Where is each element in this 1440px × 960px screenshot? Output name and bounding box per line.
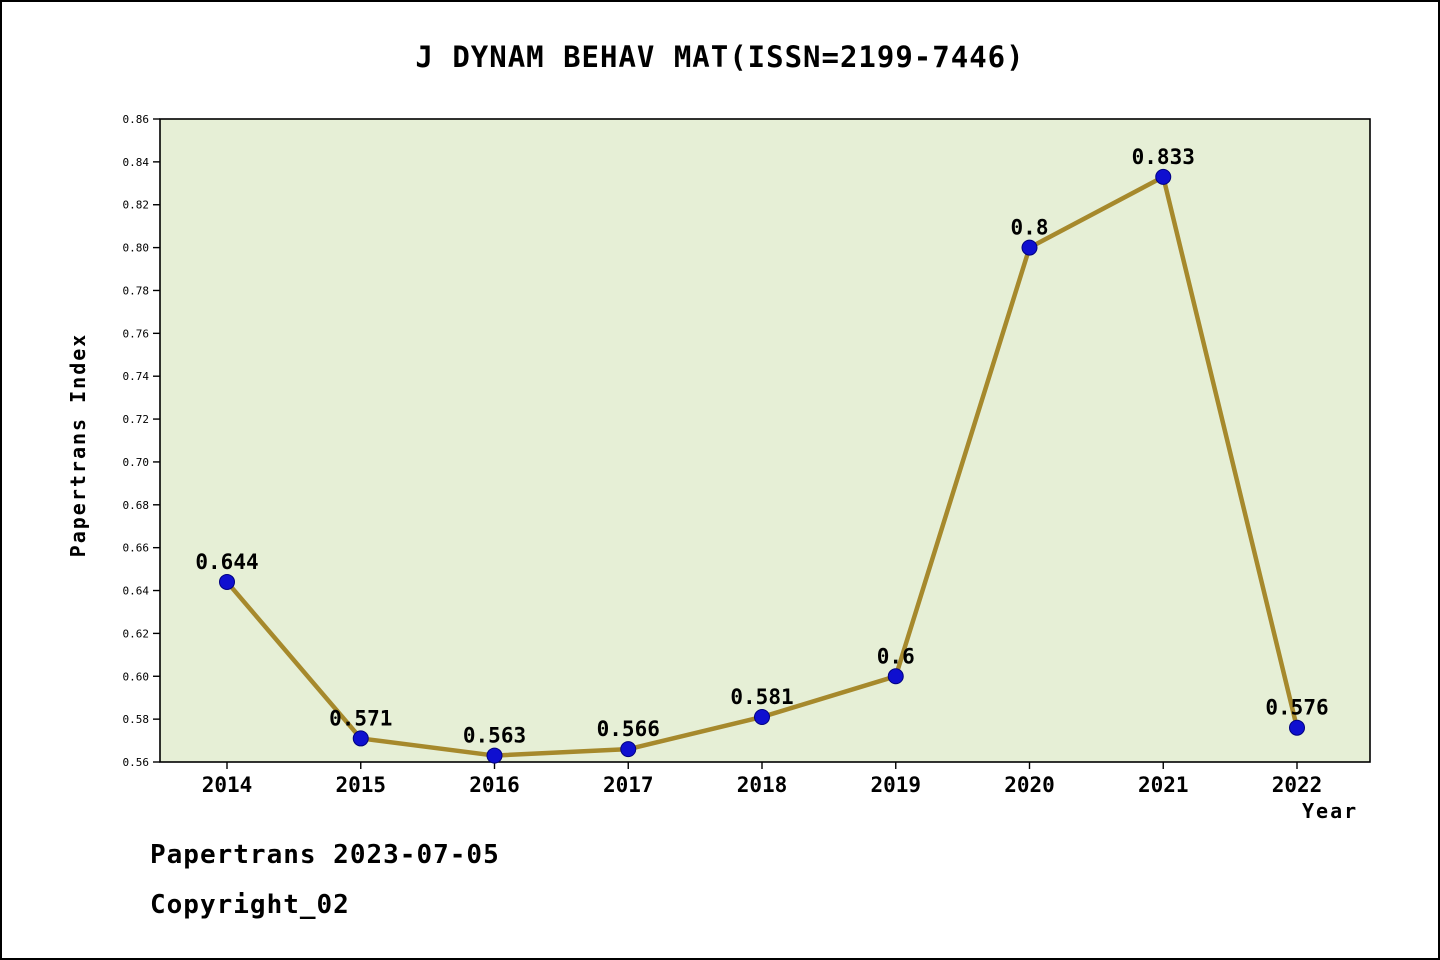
y-tick-label: 0.72: [123, 413, 150, 426]
y-tick-label: 0.70: [123, 456, 150, 469]
y-tick-label: 0.56: [123, 756, 150, 769]
data-point: [219, 573, 235, 590]
y-tick-label: 0.76: [123, 327, 150, 340]
y-tick-label: 0.60: [123, 670, 150, 683]
data-point: [486, 747, 503, 764]
x-tick-label: 2020: [1004, 773, 1055, 797]
x-tick-label: 2022: [1272, 773, 1323, 797]
y-tick-label: 0.78: [123, 284, 150, 297]
y-tick-label: 0.80: [123, 242, 150, 255]
x-tick-label: 2019: [870, 773, 921, 797]
y-axis-label: Papertrans Index: [66, 332, 90, 558]
point-label: 0.563: [463, 724, 526, 748]
x-axis-label: Year: [1302, 799, 1359, 823]
data-point: [352, 730, 369, 747]
y-tick-label: 0.62: [123, 627, 150, 640]
data-point: [1289, 719, 1305, 736]
point-label: 0.576: [1265, 696, 1328, 720]
y-tick-label: 0.58: [123, 713, 150, 726]
chart-title: J DYNAM BEHAV MAT(ISSN=2199-7446): [415, 40, 1025, 74]
point-label: 0.6: [877, 644, 915, 668]
y-tick-label: 0.64: [123, 585, 150, 598]
point-label: 0.581: [730, 685, 793, 709]
y-tick-label: 0.84: [123, 156, 150, 169]
data-point: [1021, 239, 1038, 256]
y-tick-label: 0.86: [123, 113, 150, 126]
data-point: [887, 668, 904, 685]
point-label: 0.566: [597, 717, 660, 741]
x-tick-label: 2014: [202, 773, 253, 797]
y-tick-label: 0.68: [123, 499, 150, 512]
footer-copyright: Copyright_02: [150, 890, 350, 920]
point-label: 0.644: [195, 550, 258, 574]
plot-area: [159, 118, 1371, 763]
x-tick-label: 2018: [737, 773, 788, 797]
x-tick-label: 2017: [603, 773, 654, 797]
y-tick-label: 0.82: [123, 199, 150, 212]
x-tick-label: 2015: [335, 773, 386, 797]
x-tick-label: 2021: [1138, 773, 1189, 797]
footer-date: Papertrans 2023-07-05: [150, 840, 500, 870]
x-tick-label: 2016: [469, 773, 520, 797]
point-label: 0.833: [1132, 145, 1195, 169]
data-point: [620, 741, 637, 758]
y-tick-label: 0.66: [123, 542, 150, 555]
point-label: 0.571: [329, 706, 392, 730]
data-point: [754, 708, 770, 725]
data-point: [1155, 168, 1172, 185]
point-label: 0.8: [1011, 216, 1049, 240]
y-tick-label: 0.74: [123, 370, 150, 383]
